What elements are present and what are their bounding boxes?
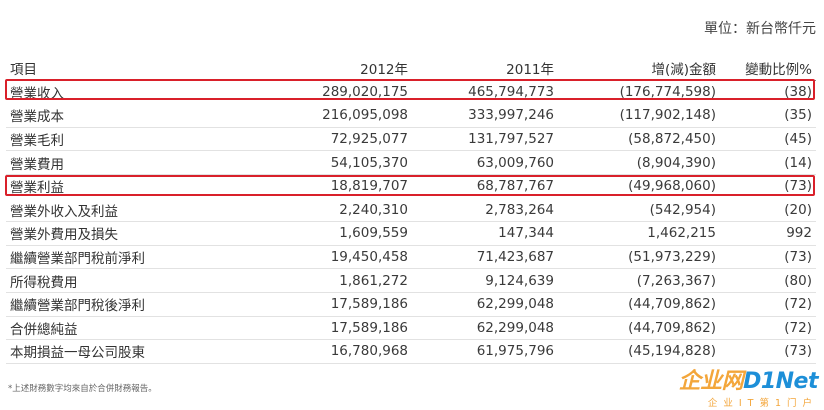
table-row: 所得稅費用 1,861,272 9,124,639 (7,263,367) (8… — [6, 268, 816, 293]
row-2012: 1,609,559 — [226, 221, 412, 246]
watermark: 企业网D1Net 企业IT第1门户 — [638, 369, 819, 410]
row-item: 營業外收入及利益 — [6, 198, 226, 223]
income-statement-table: 項目 2012年 2011年 增(減)金額 變動比例% 營業收入 289,020… — [6, 57, 816, 364]
row-item: 繼續營業部門稅後淨利 — [6, 292, 226, 317]
row-percent: 992 — [720, 221, 816, 246]
row-change: 1,462,215 — [558, 221, 720, 246]
row-item: 營業外費用及損失 — [6, 221, 226, 246]
table-row: 營業費用 54,105,370 63,009,760 (8,904,390) (… — [6, 150, 816, 175]
row-change: (117,902,148) — [558, 103, 720, 128]
row-percent: (38) — [784, 83, 812, 100]
row-2012: 19,450,458 — [226, 245, 412, 270]
row-item: 營業費用 — [6, 150, 226, 175]
row-change: (44,709,862) — [558, 292, 720, 317]
table-row: 營業成本 216,095,098 333,997,246 (117,902,14… — [6, 103, 816, 128]
table-row: 營業利益 18,819,707 68,787,767 (49,968,060) … — [6, 174, 816, 198]
row-2012: 289,020,175 — [322, 83, 408, 100]
table-row: 繼續營業部門稅後淨利 17,589,186 62,299,048 (44,709… — [6, 292, 816, 317]
row-change: (58,872,450) — [558, 127, 720, 152]
row-percent: (73) — [720, 245, 816, 270]
row-2012: 54,105,370 — [226, 150, 412, 175]
table-row: 合併總純益 17,589,186 62,299,048 (44,709,862)… — [6, 316, 816, 341]
row-change: (8,904,390) — [558, 150, 720, 175]
row-2012: 72,925,077 — [226, 127, 412, 152]
row-change: (176,774,598) — [619, 83, 716, 100]
row-item: 營業收入 — [10, 85, 64, 102]
row-item: 營業利益 — [10, 180, 64, 197]
row-percent: (45) — [720, 127, 816, 152]
row-percent: (73) — [784, 178, 812, 195]
row-2011: 9,124,639 — [412, 268, 558, 293]
row-item: 營業成本 — [6, 103, 226, 128]
row-2011: 333,997,246 — [412, 103, 558, 128]
row-2011: 62,299,048 — [412, 316, 558, 341]
row-percent: (73) — [720, 339, 816, 364]
row-percent: (35) — [720, 103, 816, 128]
row-change: (51,973,229) — [558, 245, 720, 270]
footnote: *上述財務數字均來自於合併財務報告。 — [8, 384, 157, 394]
row-2012: 16,780,968 — [226, 339, 412, 364]
row-percent: (80) — [720, 268, 816, 293]
header-change: 增(減)金額 — [558, 57, 720, 81]
watermark-tagline: 企业IT第1门户 — [707, 398, 818, 409]
row-percent: (14) — [720, 150, 816, 175]
row-2011: 68,787,767 — [476, 178, 554, 195]
header-2012: 2012年 — [226, 57, 412, 81]
watermark-logo: 企业网D1Net — [638, 369, 819, 394]
row-2011: 71,423,687 — [412, 245, 558, 270]
table-row: 營業外費用及損失 1,609,559 147,344 1,462,215 992 — [6, 221, 816, 246]
row-2012: 2,240,310 — [226, 198, 412, 223]
table-row: 本期損益一母公司股東 16,780,968 61,975,796 (45,194… — [6, 339, 816, 364]
row-change: (44,709,862) — [558, 316, 720, 341]
header-item: 項目 — [6, 57, 226, 81]
row-percent: (72) — [720, 316, 816, 341]
table-row: 繼續營業部門稅前淨利 19,450,458 71,423,687 (51,973… — [6, 245, 816, 270]
row-2012: 17,589,186 — [226, 316, 412, 341]
watermark-logo-accent: D1Net — [743, 369, 818, 394]
row-change: (45,194,828) — [558, 339, 720, 364]
header-percent: 變動比例% — [720, 57, 816, 81]
row-2011: 147,344 — [412, 221, 558, 246]
row-change: (542,954) — [558, 198, 720, 223]
table-header-row: 項目 2012年 2011年 增(減)金額 變動比例% — [6, 57, 816, 81]
row-percent: (20) — [720, 198, 816, 223]
row-item: 合併總純益 — [6, 316, 226, 341]
row-2012: 17,589,186 — [226, 292, 412, 317]
row-2011: 465,794,773 — [468, 83, 554, 100]
watermark-logo-text: 企业网D1Net — [678, 369, 819, 394]
row-2011: 62,299,048 — [412, 292, 558, 317]
row-2011: 131,797,527 — [412, 127, 558, 152]
table-row: 營業外收入及利益 2,240,310 2,783,264 (542,954) (… — [6, 198, 816, 223]
row-2011: 61,975,796 — [412, 339, 558, 364]
table-row: 營業收入 289,020,175 465,794,773 (176,774,59… — [6, 80, 816, 104]
row-percent: (72) — [720, 292, 816, 317]
row-item: 營業毛利 — [6, 127, 226, 152]
row-2012: 18,819,707 — [330, 178, 408, 195]
row-item: 所得稅費用 — [6, 268, 226, 293]
table-row: 營業毛利 72,925,077 131,797,527 (58,872,450)… — [6, 127, 816, 152]
row-item: 繼續營業部門稅前淨利 — [6, 245, 226, 270]
row-2011: 2,783,264 — [412, 198, 558, 223]
row-2012: 1,861,272 — [226, 268, 412, 293]
row-2011: 63,009,760 — [412, 150, 558, 175]
row-change: (7,263,367) — [558, 268, 720, 293]
unit-label: 單位：新台幣仟元 — [704, 21, 816, 37]
row-change: (49,968,060) — [628, 178, 716, 195]
header-2011: 2011年 — [412, 57, 558, 81]
row-2012: 216,095,098 — [226, 103, 412, 128]
row-item: 本期損益一母公司股東 — [6, 339, 226, 364]
